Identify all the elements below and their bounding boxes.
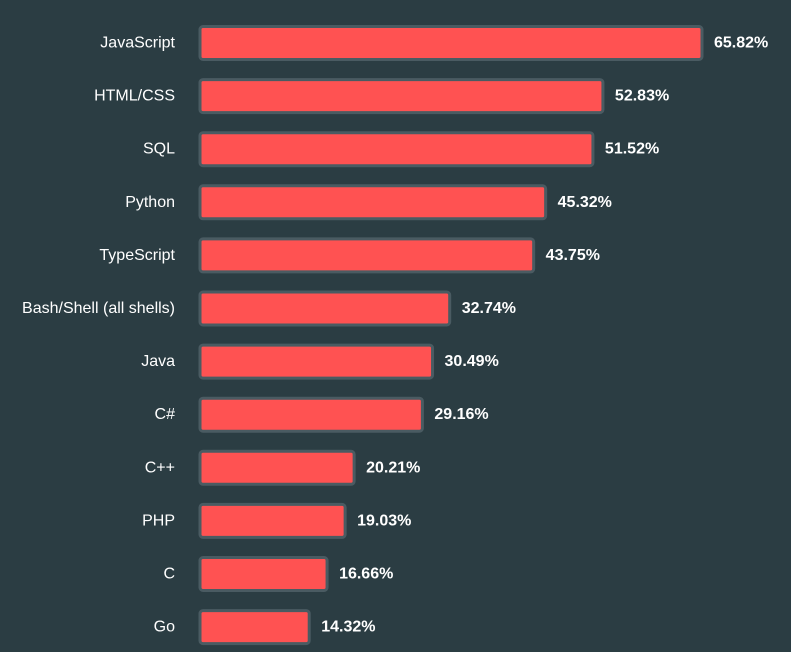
bar-c — [198, 449, 356, 486]
bar-java — [198, 343, 435, 380]
category-label-html-css: HTML/CSS — [94, 88, 175, 105]
category-label-javascript: JavaScript — [100, 35, 175, 52]
bar-html-css — [198, 78, 605, 115]
category-label-go: Go — [154, 619, 175, 636]
value-labels: 65.82% 52.83% 51.52% 45.32% 43.75% 32.74% 30.4… — [321, 35, 768, 636]
bar-c — [198, 396, 424, 433]
value-label-python: 45.32% — [558, 194, 612, 211]
value-label-c: 16.66% — [339, 566, 393, 583]
bar-c — [198, 556, 329, 592]
bars — [198, 25, 704, 646]
category-label-c: C# — [155, 406, 176, 423]
value-label-html-css: 52.83% — [615, 88, 669, 105]
category-label-java: Java — [141, 353, 175, 370]
value-label-go: 14.32% — [321, 619, 375, 636]
value-label-c: 29.16% — [434, 406, 488, 423]
value-label-php: 19.03% — [357, 512, 411, 529]
value-label-javascript: 65.82% — [714, 35, 768, 52]
category-label-c: C — [163, 566, 175, 583]
value-label-sql: 51.52% — [605, 141, 659, 158]
bar-typescript — [198, 237, 536, 274]
category-label-c: C++ — [145, 459, 175, 476]
category-label-python: Python — [125, 194, 175, 211]
value-label-bash-shell-all-shells: 32.74% — [462, 300, 516, 317]
bar-python — [198, 184, 548, 221]
category-labels: JavaScript HTML/CSS SQL Python TypeScript Bas… — [22, 35, 176, 636]
value-label-typescript: 43.75% — [546, 247, 600, 264]
value-label-java: 30.49% — [445, 353, 499, 370]
bar-sql — [198, 131, 595, 168]
category-label-bash-shell-all-shells: Bash/Shell (all shells) — [22, 300, 175, 317]
bar-javascript — [198, 25, 704, 61]
category-label-typescript: TypeScript — [99, 247, 175, 264]
category-label-sql: SQL — [143, 141, 175, 158]
category-label-php: PHP — [142, 512, 175, 529]
bar-bash-shell-all-shells — [198, 290, 452, 327]
bar-php — [198, 502, 347, 539]
value-label-c: 20.21% — [366, 459, 420, 476]
bar-go — [198, 609, 311, 646]
